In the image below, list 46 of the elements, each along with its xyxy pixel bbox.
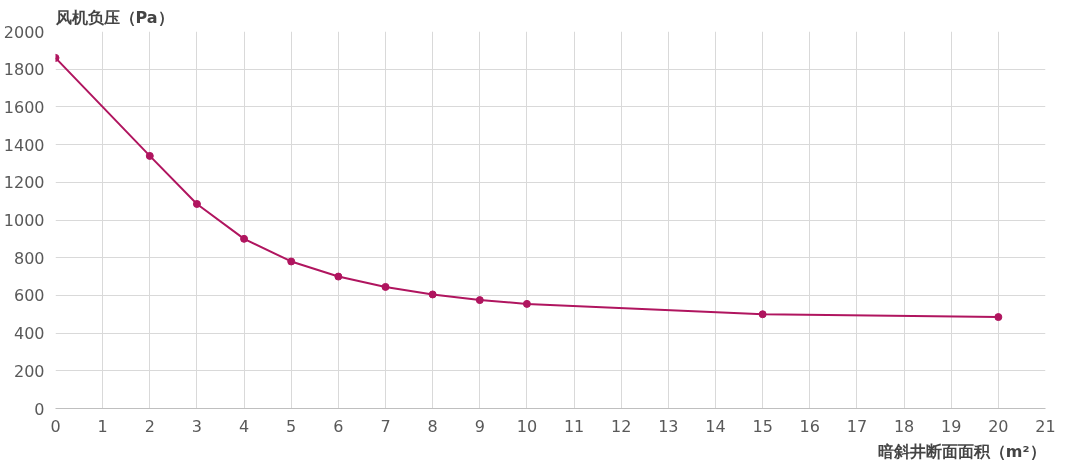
y-tick-label: 600: [13, 286, 45, 306]
point: [428, 290, 437, 299]
x-tick-label: 3: [191, 416, 203, 436]
y-tick-label: 1800: [3, 60, 45, 80]
point: [994, 313, 1003, 322]
x-tick-label: 4: [238, 416, 250, 436]
x-tick-label: 20: [988, 416, 1009, 436]
x-tick-label: 18: [893, 416, 915, 436]
x-tick-label: 17: [846, 416, 868, 436]
x-tick-label: 11: [563, 416, 585, 436]
point: [287, 257, 296, 266]
x-tick-label: 5: [286, 416, 297, 436]
y-axis-title: 风机负压（Pa）: [54, 7, 174, 27]
y-tick-label: 2000: [3, 22, 45, 42]
x-tick-label: 16: [799, 416, 820, 436]
x-tick-label: 10: [516, 416, 538, 436]
x-tick-label: 14: [705, 416, 726, 436]
point: [145, 151, 154, 160]
x-tick-label: 12: [611, 416, 632, 436]
y-tick-label: 1200: [3, 173, 45, 193]
point: [334, 272, 343, 281]
y-tick-label: 800: [13, 248, 45, 268]
x-tick-label: 6: [333, 416, 344, 436]
point: [240, 234, 249, 243]
point: [381, 282, 390, 291]
x-tick-label: 0: [50, 416, 61, 436]
y-tick-label: 1600: [3, 97, 45, 117]
y-tick-label: 1400: [3, 135, 45, 155]
x-tick-label: 13: [658, 416, 679, 436]
x-tick-label: 8: [427, 416, 438, 436]
x-tick-label: 21: [1035, 416, 1056, 436]
x-tick-label: 15: [752, 416, 773, 436]
x-tick-label: 9: [474, 416, 485, 436]
x-tick-label: 1: [97, 416, 108, 436]
x-tick-label: 7: [380, 416, 391, 436]
x-axis-title: 暗斜井断面面积（m²）: [877, 441, 1046, 461]
y-tick-label: 0: [34, 399, 45, 419]
point: [758, 310, 767, 319]
y-tick-label: 1000: [3, 211, 45, 230]
point: [522, 299, 531, 308]
y-tick-label: 200: [13, 361, 45, 381]
point: [475, 296, 484, 305]
x-tick-label: 19: [941, 416, 962, 436]
x-tick-label: 2: [144, 416, 155, 436]
point: [192, 199, 201, 208]
y-tick-label: 400: [13, 324, 45, 344]
